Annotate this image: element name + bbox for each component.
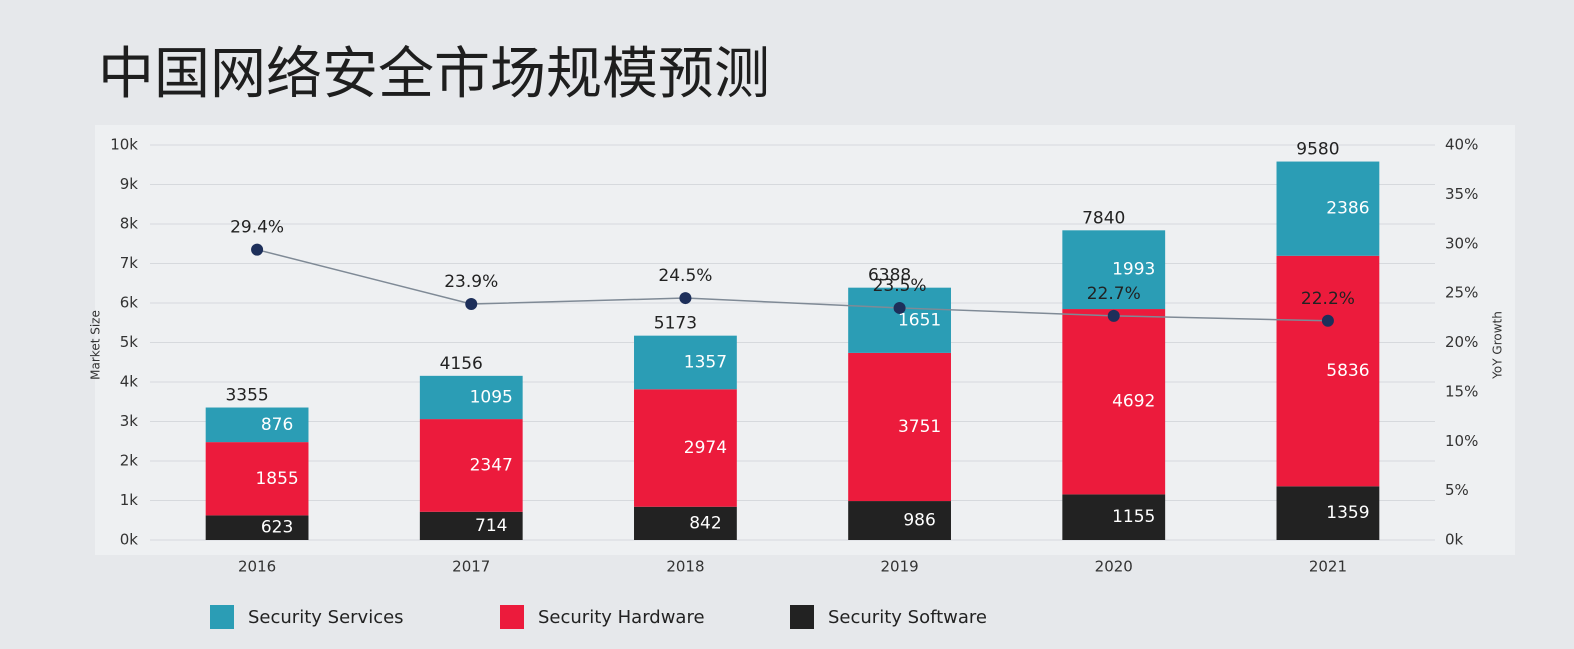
total-label: 7840 (1082, 208, 1125, 228)
bar-segment (848, 501, 951, 540)
growth-label: 22.2% (1301, 289, 1355, 309)
data-label: 1155 (1112, 507, 1155, 527)
growth-marker (1321, 314, 1334, 327)
y-tick-label: 5k (120, 333, 139, 351)
x-tick-label: 2017 (452, 558, 490, 576)
data-label: 2386 (1326, 199, 1369, 219)
data-label: 1993 (1112, 260, 1155, 280)
x-tick-label: 2018 (666, 558, 704, 576)
legend-swatch (500, 605, 524, 629)
total-label: 6388 (868, 266, 911, 286)
legend-label: Security Hardware (538, 607, 705, 628)
total-label: 4156 (440, 354, 483, 374)
data-label: 1855 (255, 469, 298, 489)
y2-tick-label: 30% (1445, 234, 1478, 252)
x-tick-label: 2019 (880, 558, 918, 576)
x-tick-label: 2021 (1309, 558, 1347, 576)
data-label: 1357 (684, 352, 727, 372)
legend-label: Security Services (248, 607, 404, 628)
bar-segment (848, 352, 951, 502)
legend-swatch (210, 605, 234, 629)
data-label: 842 (689, 513, 721, 533)
bar-segment (205, 442, 309, 516)
bar-segment (205, 407, 309, 443)
growth-label: 24.5% (658, 266, 712, 286)
growth-label: 23.5% (873, 276, 927, 296)
y2-tick-label: 35% (1445, 185, 1478, 203)
bar-segment (1062, 309, 1166, 495)
growth-marker (1107, 309, 1120, 322)
growth-marker (679, 292, 692, 305)
data-label: 2347 (470, 455, 513, 475)
bar-segment (205, 515, 309, 540)
y-tick-label: 6k (120, 294, 139, 312)
growth-marker (893, 301, 906, 314)
legend-swatch (790, 605, 814, 629)
bar-segment (634, 389, 737, 507)
data-label: 2974 (684, 438, 727, 458)
y-tick-label: 10k (110, 136, 138, 154)
total-label: 9580 (1296, 140, 1339, 160)
y2-axis-title: YoY Growth (1491, 311, 1505, 380)
data-label: 623 (261, 518, 293, 538)
bar-segment (634, 335, 737, 390)
bar-segment (419, 511, 523, 540)
bar-segment (634, 506, 737, 540)
legend-label: Security Software (828, 607, 987, 628)
y2-tick-label: 10% (1445, 432, 1478, 450)
chart-title: 中国网络安全市场规模预测 (98, 42, 770, 107)
bar-segment (1276, 486, 1380, 540)
bar-segment (1276, 161, 1380, 256)
y-tick-label: 3k (120, 412, 139, 430)
bar-segment (848, 287, 951, 353)
y-tick-label: 9k (120, 175, 139, 193)
total-label: 3355 (225, 386, 268, 406)
data-label: 1651 (898, 310, 941, 330)
y2-tick-label: 5% (1445, 481, 1469, 499)
y-axis-title: Market Size (89, 310, 103, 380)
y-tick-label: 7k (120, 254, 139, 272)
growth-label: 23.9% (444, 272, 498, 292)
data-label: 1095 (470, 387, 513, 407)
y2-tick-label: 25% (1445, 284, 1478, 302)
y-tick-label: 8k (120, 215, 139, 233)
data-label: 1359 (1326, 503, 1369, 523)
data-label: 714 (475, 516, 507, 536)
bar-segment (419, 375, 523, 420)
total-label: 5173 (654, 314, 697, 334)
bar-segment (1062, 494, 1166, 540)
y2-tick-label: 15% (1445, 382, 1478, 400)
y-tick-label: 1k (120, 491, 139, 509)
y2-tick-label: 0k (1445, 531, 1464, 549)
data-label: 986 (903, 511, 935, 531)
data-label: 3751 (898, 417, 941, 437)
growth-line (256, 248, 1328, 322)
y2-tick-label: 20% (1445, 333, 1478, 351)
y-tick-label: 2k (120, 452, 139, 470)
growth-label: 29.4% (230, 218, 284, 238)
data-label: 5836 (1326, 361, 1369, 381)
y-tick-label: 4k (120, 373, 139, 391)
growth-label: 22.7% (1087, 284, 1141, 304)
x-tick-label: 2016 (238, 558, 276, 576)
y2-tick-label: 40% (1445, 136, 1478, 154)
bar-segment (1062, 230, 1166, 310)
bar-segment (1276, 255, 1380, 487)
data-label: 4692 (1112, 392, 1155, 412)
y-tick-label: 0k (120, 531, 139, 549)
data-label: 876 (261, 415, 293, 435)
bar-segment (419, 419, 523, 512)
growth-marker (465, 297, 478, 310)
x-tick-label: 2020 (1095, 558, 1133, 576)
growth-marker (251, 243, 264, 256)
